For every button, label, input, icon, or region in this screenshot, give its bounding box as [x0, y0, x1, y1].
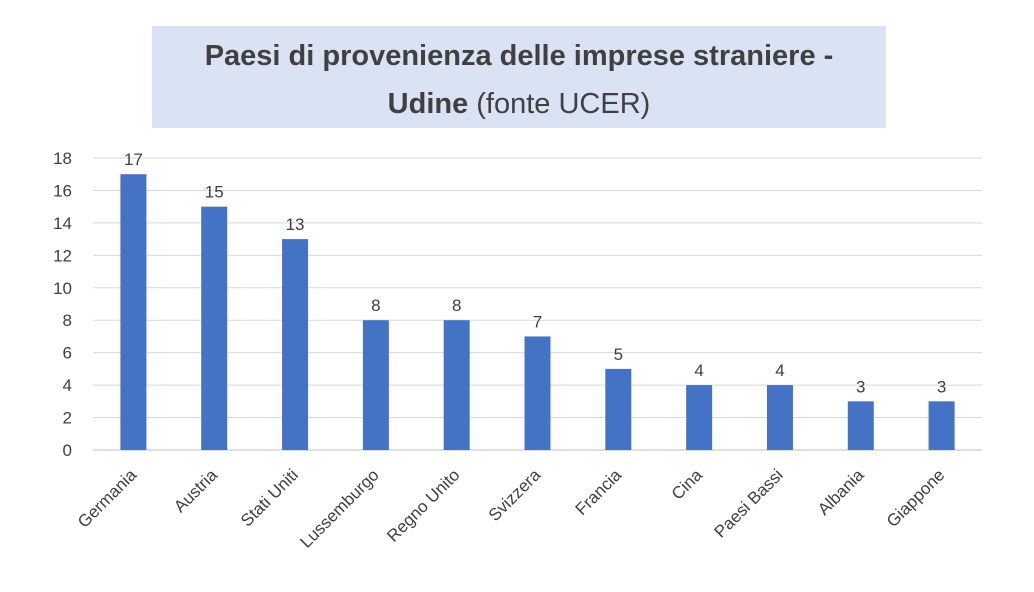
y-axis-tick-labels: 0 2 4 6 8 10 12 14 16 18 [53, 149, 72, 460]
x-tick-label: Francia [572, 465, 626, 519]
x-tick-label: Germania [74, 465, 141, 532]
x-tick-label: Cina [668, 465, 707, 504]
chart-title-line-2: Udine (fonte UCER) [152, 86, 886, 122]
bar [605, 368, 632, 450]
data-label: 4 [775, 361, 784, 380]
bar [766, 385, 793, 450]
data-label: 17 [124, 150, 143, 169]
x-tick-label: Svizzera [485, 465, 545, 525]
data-labels: 17 15 13 8 8 7 5 4 4 3 3 [124, 150, 946, 396]
data-label: 5 [614, 345, 623, 364]
bar [282, 239, 309, 450]
x-tick-label: Paesi Bassi [711, 465, 787, 541]
chart-title-box: Paesi di provenienza delle imprese stran… [152, 26, 886, 128]
data-label: 8 [452, 296, 461, 315]
y-tick-label: 16 [53, 181, 72, 200]
y-tick-label: 18 [53, 149, 72, 168]
chart-title-source: (fonte UCER) [468, 88, 651, 120]
x-tick-label: Lussemburgo [296, 465, 382, 551]
x-tick-label: Austria [170, 465, 221, 516]
bar [443, 320, 470, 450]
data-label: 13 [286, 215, 305, 234]
y-tick-label: 6 [63, 344, 72, 363]
x-tick-label: Albania [814, 465, 868, 519]
data-label: 4 [694, 361, 703, 380]
y-tick-label: 4 [63, 376, 72, 395]
bar [686, 385, 713, 450]
y-tick-label: 8 [63, 311, 72, 330]
x-tick-label: Stati Uniti [237, 465, 302, 530]
bars [120, 174, 955, 450]
bar [847, 401, 874, 450]
bar [362, 320, 389, 450]
data-label: 8 [371, 296, 380, 315]
chart-title-location: Udine [387, 88, 469, 120]
y-tick-label: 0 [63, 441, 72, 460]
bar [201, 206, 228, 450]
chart-title-line-1: Paesi di provenienza delle imprese stran… [204, 40, 834, 72]
data-label: 3 [856, 377, 865, 396]
bar [928, 401, 955, 450]
y-tick-label: 10 [53, 279, 72, 298]
y-tick-label: 12 [53, 246, 72, 265]
data-label: 7 [533, 312, 542, 331]
bar [524, 336, 551, 450]
y-tick-label: 14 [53, 214, 72, 233]
data-label: 3 [937, 377, 946, 396]
x-tick-label: Regno Unito [383, 465, 463, 545]
bar [120, 174, 147, 450]
data-label: 15 [205, 183, 224, 202]
y-tick-label: 2 [63, 409, 72, 428]
x-tick-label: Giappone [883, 465, 949, 531]
